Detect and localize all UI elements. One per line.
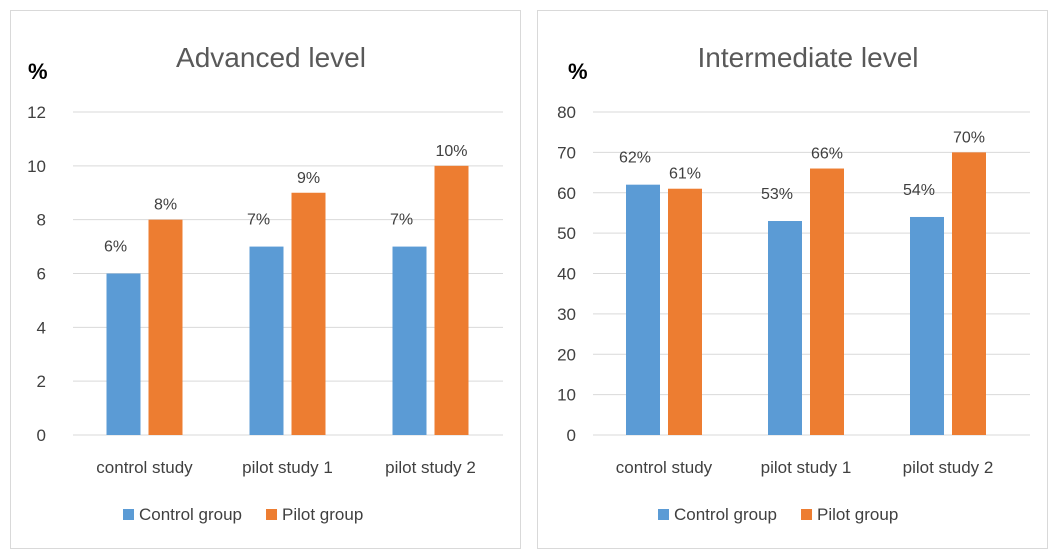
x-category-label: pilot study 2 — [385, 458, 476, 477]
y-tick-label: 60 — [557, 184, 576, 203]
chart-title: Advanced level — [176, 42, 366, 73]
advanced-level-chart: Advanced level% 0 2 4 6 8 10 12 6% 8% control stud… — [10, 10, 521, 549]
bar-control-group — [768, 221, 802, 435]
y-tick-label: 10 — [557, 386, 576, 405]
x-category-label: control study — [616, 458, 713, 477]
data-label: 8% — [154, 197, 177, 214]
legend-swatch — [123, 509, 134, 520]
bar-pilot-group — [810, 168, 844, 435]
data-label: 53% — [761, 186, 793, 203]
y-tick-label: 70 — [557, 143, 576, 162]
y-tick-label: 30 — [557, 305, 576, 324]
data-label: 7% — [247, 212, 270, 229]
chart-title: Intermediate level — [697, 42, 918, 73]
y-tick-label: 40 — [557, 265, 576, 284]
x-category-label: pilot study 1 — [761, 458, 852, 477]
y-axis-unit-label: % — [28, 59, 48, 84]
bar-control-group — [910, 216, 944, 435]
bar-pilot-group — [434, 165, 469, 436]
data-label: 10% — [435, 143, 467, 160]
data-label: 70% — [953, 129, 985, 146]
legend-label: Pilot group — [282, 505, 363, 524]
y-tick-label: 20 — [557, 345, 576, 364]
bar-pilot-group — [952, 152, 986, 435]
bar-pilot-group — [148, 219, 183, 435]
y-tick-label: 4 — [37, 318, 46, 337]
y-tick-label: 8 — [37, 211, 46, 230]
data-label: 61% — [669, 166, 701, 183]
bar-control-group — [626, 184, 660, 435]
y-tick-label: 10 — [27, 157, 46, 176]
x-category-label: pilot study 1 — [242, 458, 333, 477]
y-tick-label: 0 — [37, 426, 46, 445]
bar-control-group — [249, 246, 284, 435]
data-label: 62% — [619, 150, 651, 167]
advanced-level-chart-svg: Advanced level% 0 2 4 6 8 10 12 6% 8% control stud… — [27, 42, 503, 524]
data-label: 66% — [811, 146, 843, 163]
y-tick-label: 0 — [567, 426, 576, 445]
data-label: 7% — [390, 212, 413, 229]
bar-control-group — [392, 246, 427, 435]
y-tick-label: 80 — [557, 103, 576, 122]
y-tick-label: 12 — [27, 103, 46, 122]
x-category-label: pilot study 2 — [903, 458, 994, 477]
legend-swatch — [801, 509, 813, 520]
intermediate-level-chart-svg: Intermediate level% 0 10 20 30 40 50 60 70 80 62% 6… — [557, 42, 1030, 524]
bar-pilot-group — [291, 192, 326, 435]
y-tick-label: 2 — [37, 372, 46, 391]
legend-label: Control group — [139, 505, 242, 524]
bar-pilot-group — [668, 188, 702, 435]
bar-control-group — [106, 273, 141, 435]
data-label: 6% — [104, 239, 127, 256]
legend-label: Pilot group — [817, 505, 898, 524]
legend-label: Control group — [674, 505, 777, 524]
legend-swatch — [266, 509, 278, 520]
data-label: 9% — [297, 170, 320, 187]
y-tick-label: 50 — [557, 224, 576, 243]
x-category-label: control study — [96, 458, 193, 477]
data-label: 54% — [903, 182, 935, 199]
y-tick-label: 6 — [37, 265, 46, 284]
y-axis-unit-label: % — [568, 59, 588, 84]
intermediate-level-chart: Intermediate level% 0 10 20 30 40 50 60 70 80 62% 6… — [537, 10, 1048, 549]
legend-swatch — [658, 509, 669, 520]
